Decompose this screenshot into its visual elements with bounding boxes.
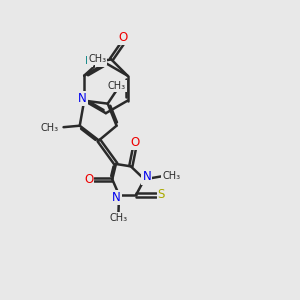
Text: O: O <box>84 173 93 186</box>
Text: O: O <box>118 31 128 44</box>
Text: CH₃: CH₃ <box>88 54 106 64</box>
Text: CH₃: CH₃ <box>40 123 58 133</box>
Text: CH₃: CH₃ <box>107 81 126 91</box>
Text: CH₃: CH₃ <box>110 213 128 223</box>
Text: N: N <box>142 170 151 183</box>
Text: S: S <box>158 188 165 201</box>
Text: N: N <box>78 92 87 105</box>
Text: H: H <box>84 56 93 66</box>
Text: N: N <box>112 191 121 204</box>
Text: CH₃: CH₃ <box>162 171 180 182</box>
Text: O: O <box>96 56 104 66</box>
Text: O: O <box>130 136 140 149</box>
